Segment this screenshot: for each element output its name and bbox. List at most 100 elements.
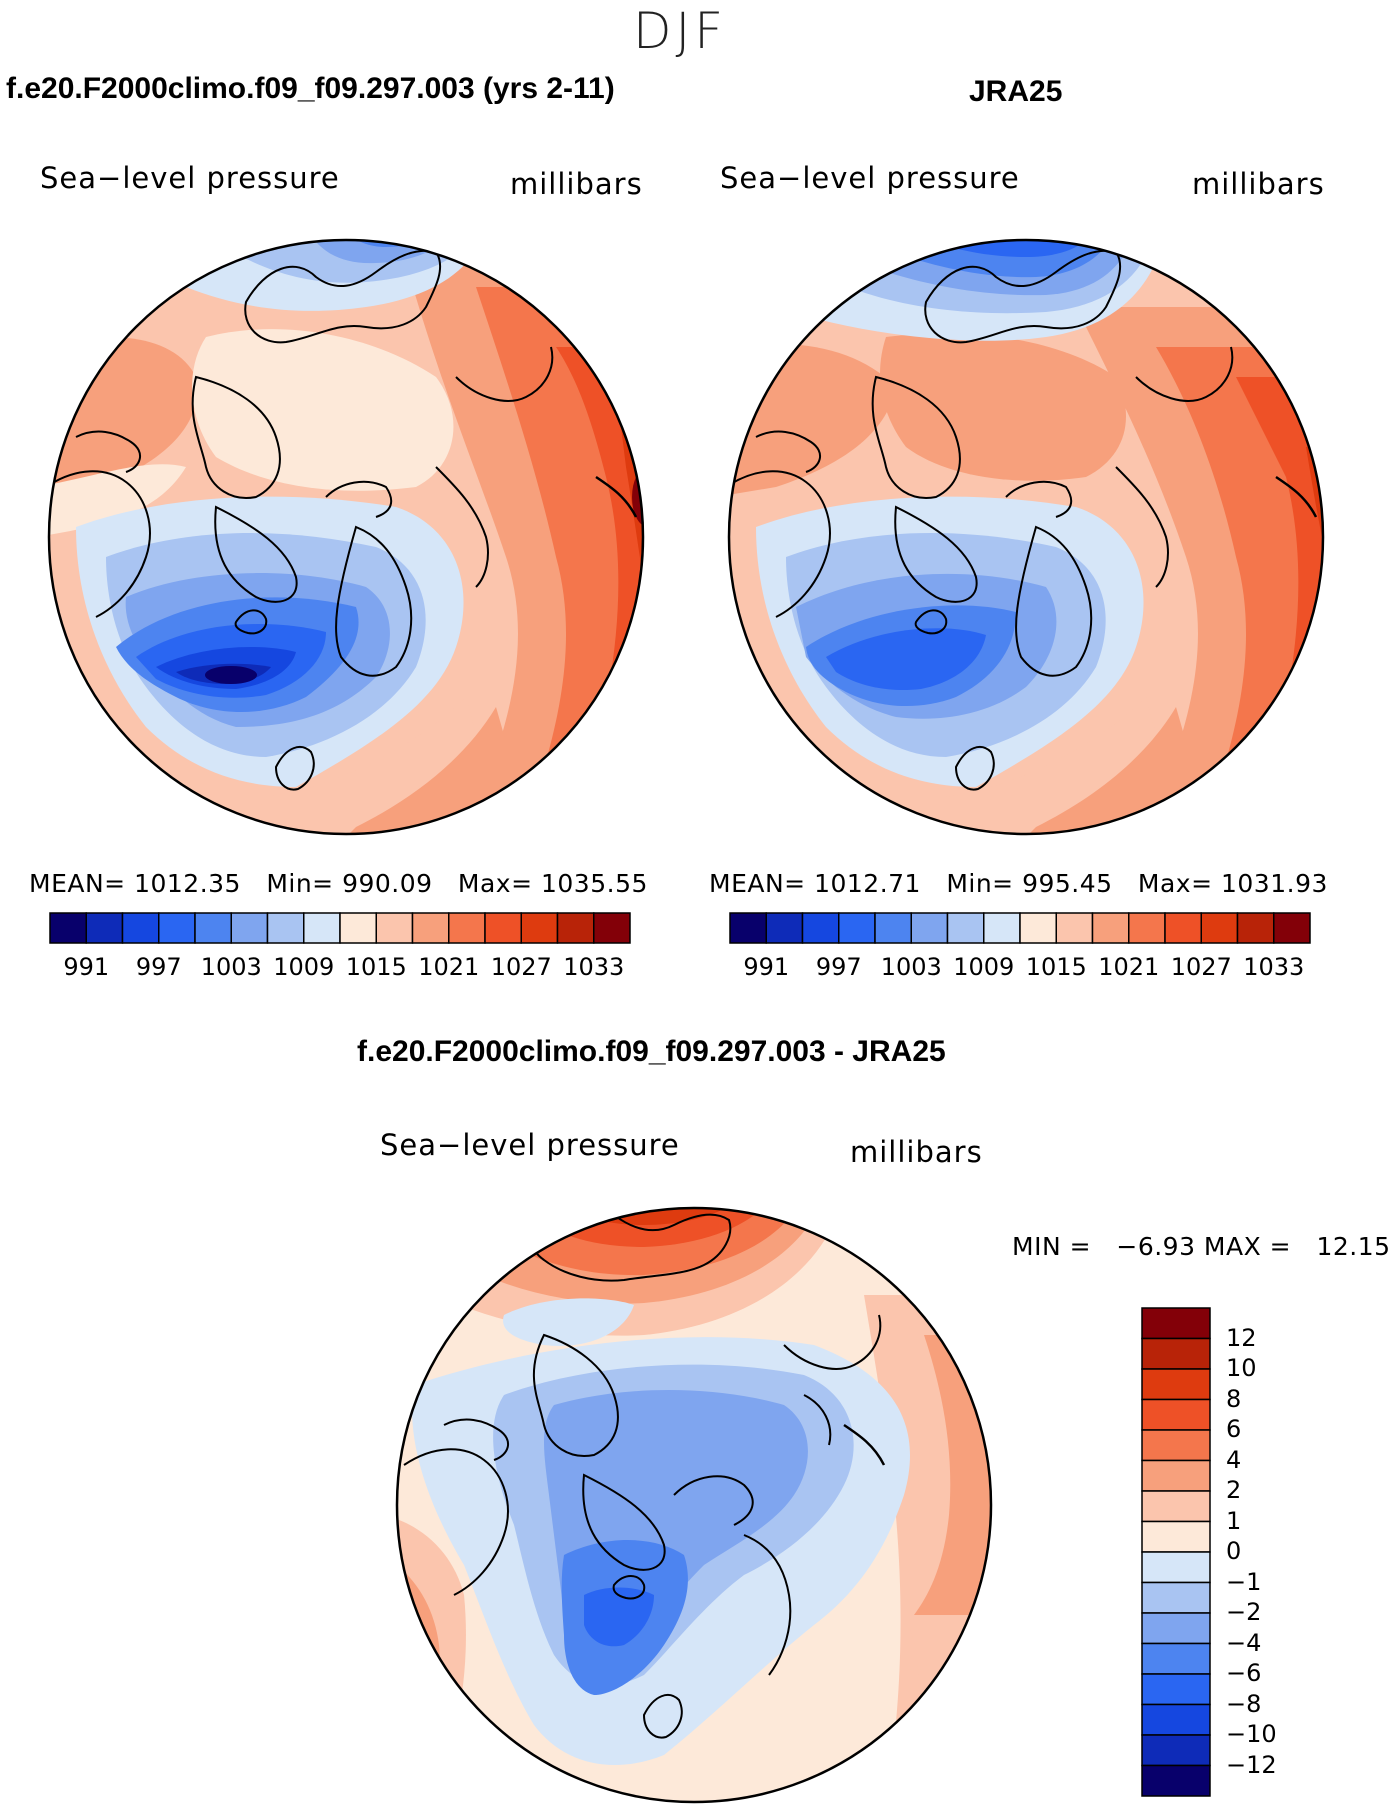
diff-units-label: millibars xyxy=(850,1135,983,1169)
colorbar-swatch xyxy=(1019,912,1057,944)
colorbar-tick-label: 997 xyxy=(135,953,182,981)
diff-colorbar-tick-label: −12 xyxy=(1226,1750,1277,1779)
colorbar-tick-label: 1015 xyxy=(1025,953,1087,981)
diff-colorbar-tick-label: −1 xyxy=(1226,1567,1262,1596)
colorbar-swatch xyxy=(910,912,949,944)
diff-colorbar-swatch xyxy=(1141,1734,1211,1767)
obs-stats: MEAN= 1012.71 Min= 995.45 Max= 1031.93 xyxy=(709,869,1328,898)
model-colorbar xyxy=(49,912,631,944)
colorbar-swatch xyxy=(874,912,912,944)
colorbar-swatch xyxy=(448,912,486,944)
model-units-label: millibars xyxy=(510,167,643,201)
diff-colorbar-swatch xyxy=(1141,1459,1211,1492)
model-variable-label: Sea−level pressure xyxy=(40,161,340,195)
colorbar-tick-label: 997 xyxy=(815,953,862,981)
diff-colorbar-swatch xyxy=(1141,1520,1211,1553)
diff-colorbar-tick-label: −8 xyxy=(1226,1689,1262,1718)
colorbar-tick-label: 1015 xyxy=(345,953,407,981)
diff-colorbar-swatch xyxy=(1141,1429,1211,1462)
colorbar-swatch xyxy=(729,912,767,944)
colorbar-tick-label: 1027 xyxy=(490,953,552,981)
diff-colorbar-swatch xyxy=(1141,1703,1211,1736)
diff-colorbar-swatch xyxy=(1141,1642,1211,1675)
diff-colorbar-swatch xyxy=(1141,1673,1211,1706)
colorbar-tick-label: 991 xyxy=(63,953,110,981)
obs-units-label: millibars xyxy=(1192,167,1325,201)
colorbar-tick-label: 1021 xyxy=(418,953,480,981)
colorbar-swatch xyxy=(556,912,595,944)
model-polar-map xyxy=(47,238,645,836)
diff-colorbar-swatch xyxy=(1141,1490,1211,1523)
colorbar-swatch xyxy=(303,912,341,944)
colorbar-tick-label: 1021 xyxy=(1098,953,1160,981)
colorbar-tick-label: 991 xyxy=(743,953,790,981)
colorbar-swatch xyxy=(1091,912,1130,944)
diff-colorbar-tick-label: 8 xyxy=(1226,1384,1242,1413)
colorbar-tick-label: 1009 xyxy=(953,953,1015,981)
model-colorbar-ticks: 991 997 1003 1009 1015 1021 1027 1033 xyxy=(50,953,630,983)
colorbar-swatch xyxy=(593,912,631,944)
model-stats: MEAN= 1012.35 Min= 990.09 Max= 1035.55 xyxy=(29,869,648,898)
colorbar-swatch xyxy=(520,912,559,944)
colorbar-swatch xyxy=(158,912,196,944)
colorbar-swatch xyxy=(49,912,87,944)
diff-panel-title: f.e20.F2000climo.f09_f09.297.003 - JRA25 xyxy=(357,1035,946,1068)
diff-colorbar-tick-label: 6 xyxy=(1226,1415,1242,1443)
diff-colorbar-swatch xyxy=(1141,1368,1211,1401)
diff-colorbar-tick-label: 4 xyxy=(1226,1445,1242,1474)
colorbar-tick-label: 1009 xyxy=(273,953,335,981)
diff-colorbar-tick-label: −2 xyxy=(1226,1598,1262,1626)
model-panel-title: f.e20.F2000climo.f09_f09.297.003 (yrs 2-… xyxy=(6,72,615,105)
colorbar-tick-label: 1033 xyxy=(1243,953,1305,981)
colorbar-swatch xyxy=(121,912,160,944)
diff-colorbar-tick-label: −10 xyxy=(1226,1720,1277,1748)
diff-colorbar-tick-label: −4 xyxy=(1226,1628,1262,1657)
colorbar-swatch xyxy=(1164,912,1202,944)
diff-colorbar-tick-label: −6 xyxy=(1226,1659,1262,1687)
colorbar-swatch xyxy=(230,912,269,944)
colorbar-swatch xyxy=(85,912,124,944)
diff-colorbar-swatch xyxy=(1141,1581,1211,1614)
diff-colorbar-tick-label: 10 xyxy=(1226,1354,1257,1382)
colorbar-swatch xyxy=(838,912,876,944)
colorbar-swatch xyxy=(1236,912,1275,944)
colorbar-swatch xyxy=(1273,912,1311,944)
diff-colorbar-tick-label: 1 xyxy=(1226,1506,1242,1535)
diff-polar-map xyxy=(395,1206,993,1804)
diff-stats: MIN = −6.93 MAX = 12.15 xyxy=(1012,1232,1391,1261)
diff-colorbar-ticks: 12 10 8 6 4 2 1 0 −1 −2 −4 −6 −8 −10 −12 xyxy=(1226,1307,1326,1797)
diff-colorbar-swatch xyxy=(1141,1398,1211,1431)
colorbar-swatch xyxy=(339,912,377,944)
diff-colorbar-swatch xyxy=(1141,1551,1211,1584)
diff-colorbar-swatch xyxy=(1141,1337,1211,1370)
colorbar-swatch xyxy=(801,912,840,944)
obs-polar-map xyxy=(727,238,1325,836)
diff-colorbar-swatch xyxy=(1141,1764,1211,1797)
colorbar-swatch xyxy=(266,912,305,944)
colorbar-tick-label: 1003 xyxy=(880,953,942,981)
colorbar-tick-label: 1003 xyxy=(200,953,262,981)
colorbar-swatch xyxy=(194,912,232,944)
diff-colorbar-tick-label: 2 xyxy=(1226,1476,1242,1504)
obs-variable-label: Sea−level pressure xyxy=(720,161,1020,195)
diff-colorbar-tick-label: 12 xyxy=(1226,1323,1257,1352)
colorbar-swatch xyxy=(375,912,414,944)
colorbar-tick-label: 1027 xyxy=(1170,953,1232,981)
diff-variable-label: Sea−level pressure xyxy=(380,1128,680,1162)
diff-colorbar-swatch xyxy=(1141,1612,1211,1645)
diff-colorbar-tick-label: 0 xyxy=(1226,1537,1242,1565)
colorbar-swatch xyxy=(1200,912,1239,944)
diff-colorbar-swatch xyxy=(1141,1307,1211,1340)
obs-panel-title: JRA25 xyxy=(969,75,1063,108)
obs-colorbar-ticks: 991 997 1003 1009 1015 1021 1027 1033 xyxy=(730,953,1310,983)
colorbar-tick-label: 1033 xyxy=(563,953,625,981)
colorbar-swatch xyxy=(946,912,985,944)
colorbar-swatch xyxy=(411,912,450,944)
season-title: DJF xyxy=(632,2,727,60)
obs-colorbar xyxy=(729,912,1311,944)
colorbar-swatch xyxy=(765,912,804,944)
colorbar-swatch xyxy=(983,912,1021,944)
colorbar-swatch xyxy=(484,912,522,944)
diff-colorbar xyxy=(1141,1307,1211,1797)
colorbar-swatch xyxy=(1055,912,1094,944)
